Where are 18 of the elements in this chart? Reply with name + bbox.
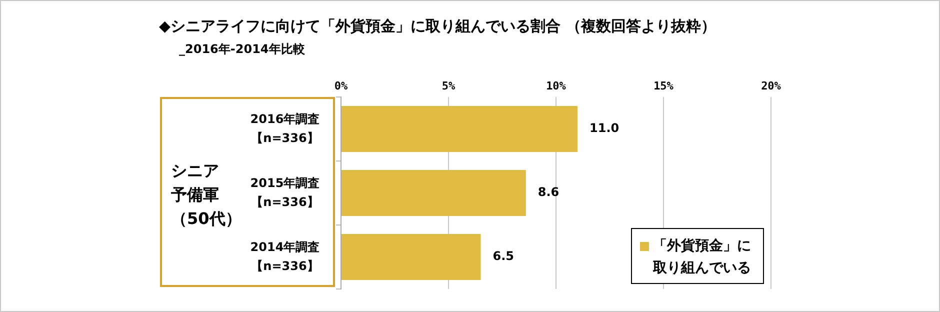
data-label: 6.5	[492, 249, 514, 264]
y-tick-label: 2014年調査【n=336】	[249, 239, 321, 275]
text: _2016年-2014年比較	[179, 41, 305, 58]
chart-title: ◆シニアライフに向けて「外貨預金」に取り組んでいる割合 （複数回答より抜粋）	[159, 17, 716, 36]
data-label: 11.0	[590, 121, 620, 136]
x-tick-label: 15%	[654, 79, 674, 92]
y-tick-label: 2015年調査【n=336】	[249, 175, 321, 211]
x-tick-label: 5%	[442, 79, 456, 92]
data-label: 8.6	[538, 185, 560, 200]
x-tick-label: 0%	[334, 79, 348, 92]
bar	[342, 234, 481, 280]
bar	[342, 170, 526, 216]
y-tick-label: 2016年調査【n=336】	[249, 111, 321, 147]
bar	[342, 106, 578, 152]
legend-label: 「外貨預金」に取り組んでいる	[653, 237, 752, 278]
text: シニア予備軍（50代）	[171, 160, 242, 230]
x-tick-label: 20%	[761, 79, 782, 92]
x-tick-label: 10%	[546, 79, 566, 92]
